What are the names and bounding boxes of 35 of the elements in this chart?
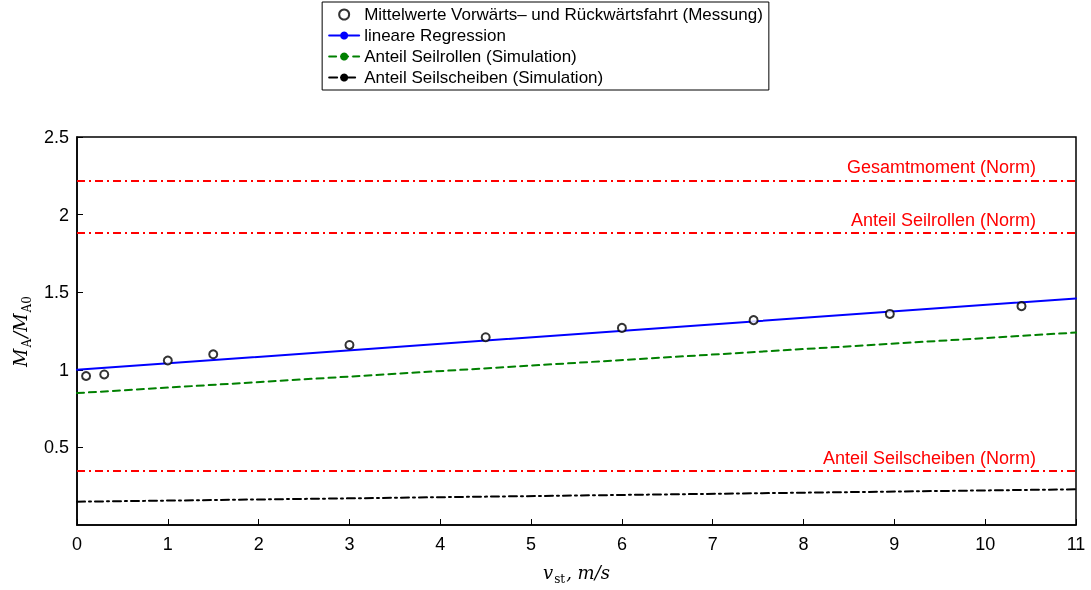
point: [480, 332, 491, 343]
legend-label: Mittelwerte Vorwärts– und Rückwärtsfahrt (Messung): [364, 5, 763, 24]
ref-line-label: Anteil Seilrollen (Norm): [850, 210, 1036, 231]
y-tick-label: 0.5: [43, 437, 69, 458]
x-tick-label: 4: [435, 534, 446, 554]
x-tick-label: 5: [526, 534, 537, 554]
x-tick-label: 0: [71, 534, 83, 554]
x-tick-label: 9: [889, 534, 900, 554]
legend-label: Anteil Seilscheiben (Simulation): [364, 68, 604, 87]
legend-label: Anteil Seilrollen (Simulation): [364, 47, 577, 66]
point: [1016, 301, 1027, 312]
point: [81, 371, 92, 382]
y-tick-label: 2.5: [43, 127, 69, 147]
ref-line-label: Gesamtmoment (Norm): [846, 157, 1036, 178]
ref-line-label: Anteil Seilscheiben (Norm): [822, 447, 1036, 468]
y-axis-title: MA/MA0: [9, 296, 35, 368]
x-tick-label: 6: [616, 534, 627, 554]
point: [616, 322, 627, 333]
x-tick-label: 1: [162, 534, 173, 554]
y-tick-label: 1.5: [43, 282, 69, 303]
y-tick-label: 1: [58, 359, 69, 380]
x-tick-label: 11: [1066, 534, 1086, 554]
point: [748, 315, 759, 326]
x-tick-label: 8: [798, 534, 809, 554]
x-tick-label: 3: [344, 534, 355, 554]
point: [162, 355, 173, 366]
point: [344, 339, 355, 350]
point: [99, 369, 110, 380]
y-tick-label: 2: [58, 204, 69, 225]
x-tick-label: 7: [707, 534, 718, 554]
x-tick-label: 10: [975, 534, 996, 554]
point: [884, 308, 895, 319]
legend-label: lineare Regression: [364, 26, 506, 45]
x-tick-label: 2: [253, 534, 264, 554]
point: [208, 349, 219, 360]
